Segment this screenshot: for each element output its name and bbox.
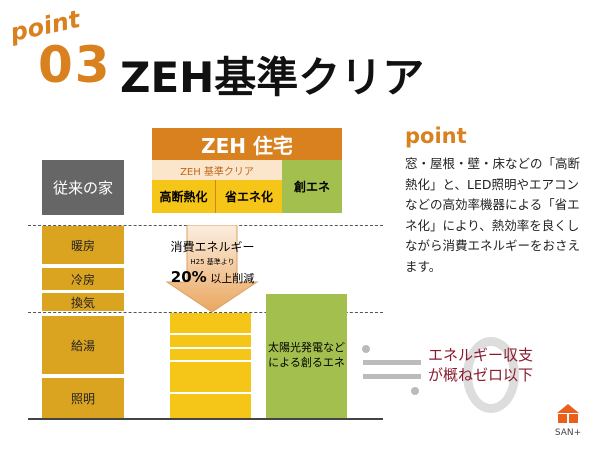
equals-icon <box>363 360 421 365</box>
arrow-line2: H25 基準より <box>190 258 235 266</box>
point-heading: point <box>405 124 467 148</box>
item-lighting: 照明 <box>42 378 124 418</box>
result-text: エネルギー収支 が概ねゼロ以下 <box>428 346 534 384</box>
page-title: ZEH基準クリア <box>120 53 425 102</box>
zeh-energy-saving: 省エネ化 <box>216 180 282 213</box>
item-heating: 暖房 <box>42 226 124 264</box>
zero-icon <box>463 337 519 413</box>
san-logo: SAN+ <box>548 404 588 438</box>
item-ventilation: 換気 <box>42 293 124 311</box>
zeh-insulation: 高断熱化 <box>152 180 216 213</box>
arrow-line1: 消費エネルギー <box>170 240 255 254</box>
zeh-band: ZEH 基準クリア <box>152 160 282 180</box>
house-logo-icon <box>557 404 579 423</box>
zeh-energy-creation: 創エネ <box>282 160 342 213</box>
zeh-header: ZEH 住宅 <box>152 128 342 160</box>
baseline <box>28 418 383 420</box>
conventional-house: 従来の家 <box>42 160 124 215</box>
down-arrow-icon <box>165 225 259 313</box>
item-hot-water: 給湯 <box>42 316 124 374</box>
arrow-line3: 20% 以上削減 <box>170 268 255 286</box>
item-cooling: 冷房 <box>42 268 124 290</box>
dot <box>362 345 370 353</box>
solar-label: 太陽光発電などによる創るエネ <box>268 341 345 369</box>
divider <box>28 312 383 313</box>
solar-bar <box>266 294 347 418</box>
zeh-consumption-bar <box>170 313 251 418</box>
arrow-label: 消費エネルギー H25 基準より 20% 以上削減 <box>160 238 265 286</box>
dot <box>411 387 419 395</box>
equals-icon <box>363 374 421 379</box>
point-text: 窓・屋根・壁・床などの「高断熱化」と、LED照明やエアコンなどの高効率機器による… <box>405 156 581 274</box>
section-number: 03 <box>38 36 112 94</box>
